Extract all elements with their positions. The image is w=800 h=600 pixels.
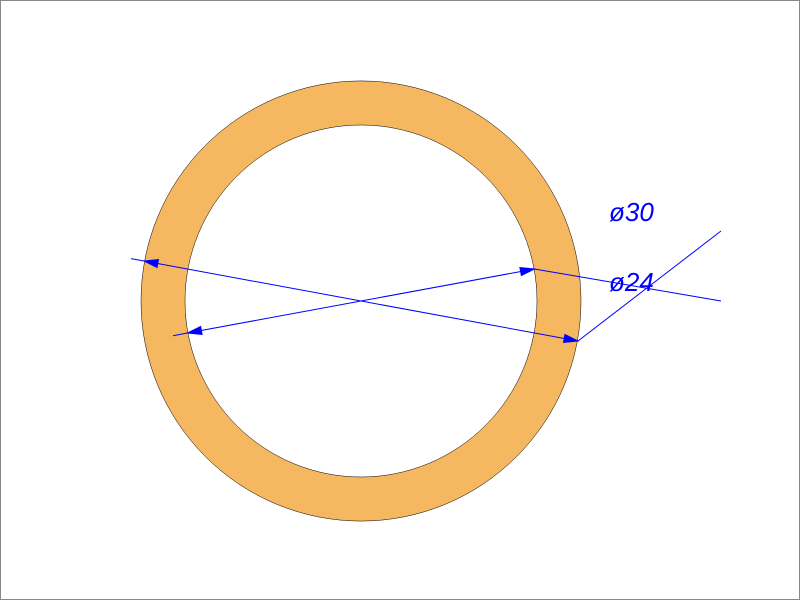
diagram-svg <box>1 1 800 600</box>
outer-diameter-tail <box>131 259 144 261</box>
dimension-arrow <box>520 268 534 276</box>
drawing-canvas: ø30 ø24 <box>0 0 800 600</box>
dimension-arrow <box>188 327 202 335</box>
outer-diameter-label: ø30 <box>609 197 654 228</box>
inner-diameter-label: ø24 <box>609 267 654 298</box>
